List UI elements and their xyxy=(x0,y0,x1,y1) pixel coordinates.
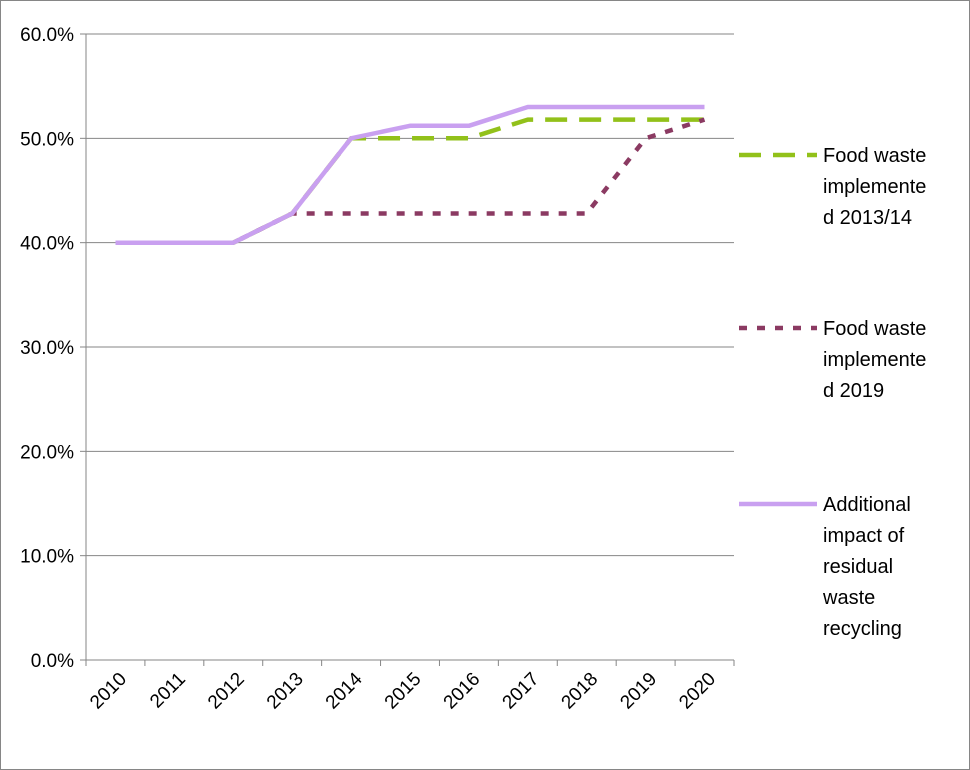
x-tick-label: 2020 xyxy=(675,669,720,714)
x-tick-label: 2019 xyxy=(616,669,661,714)
y-axis-tick-labels: 0.0% 10.0% 20.0% 30.0% 40.0% 50.0% 60.0% xyxy=(20,25,74,672)
legend-label-line: recycling xyxy=(823,618,902,640)
legend-label-line: Food waste xyxy=(823,145,926,167)
x-axis-tick-labels: 2010 2011 2012 2013 2014 2015 2016 2017 2018 2019… xyxy=(86,668,720,713)
y-tick-label: 10.0% xyxy=(20,547,74,568)
y-tick-label: 30.0% xyxy=(20,338,74,359)
y-tick-label: 40.0% xyxy=(20,234,74,255)
legend-label-line: implemente xyxy=(823,176,926,198)
y-tick-label: 20.0% xyxy=(20,442,74,463)
x-tick-label: 2018 xyxy=(558,669,603,714)
legend-label-line: residual xyxy=(823,556,893,578)
series-line-2 xyxy=(115,117,706,245)
legend-entry-2: Food waste implemente d 2019 xyxy=(739,318,926,402)
series-lines xyxy=(115,104,706,245)
x-tick-label: 2013 xyxy=(263,669,308,714)
legend-entry-3: Additional impact of residual waste recyclin… xyxy=(739,494,911,640)
legend-label-line: Additional xyxy=(823,494,911,516)
legend-label-line: impact of xyxy=(823,525,905,547)
legend: Food waste implemente d 2013/14 Food waste i… xyxy=(739,145,926,640)
y-tick-label: 0.0% xyxy=(31,651,74,672)
x-tick-label: 2014 xyxy=(322,668,367,713)
y-tick-label: 60.0% xyxy=(20,25,74,46)
legend-label-line: d 2013/14 xyxy=(823,207,912,229)
x-tick-label: 2012 xyxy=(204,669,249,714)
legend-label-line: Food waste xyxy=(823,318,926,340)
x-tick-label: 2011 xyxy=(146,669,190,713)
x-tick-label: 2016 xyxy=(440,669,485,714)
y-tick-label: 50.0% xyxy=(20,129,74,150)
legend-label-line: d 2019 xyxy=(823,380,884,402)
legend-label-line: waste xyxy=(822,587,875,609)
x-tick-label: 2010 xyxy=(86,669,131,714)
x-tick-label: 2015 xyxy=(381,669,426,714)
legend-label-line: implemente xyxy=(823,349,926,371)
axes xyxy=(80,33,735,666)
legend-entry-1: Food waste implemente d 2013/14 xyxy=(739,145,926,229)
series-line-3 xyxy=(115,104,705,245)
x-tick-label: 2017 xyxy=(499,669,544,714)
gridlines xyxy=(86,33,734,557)
